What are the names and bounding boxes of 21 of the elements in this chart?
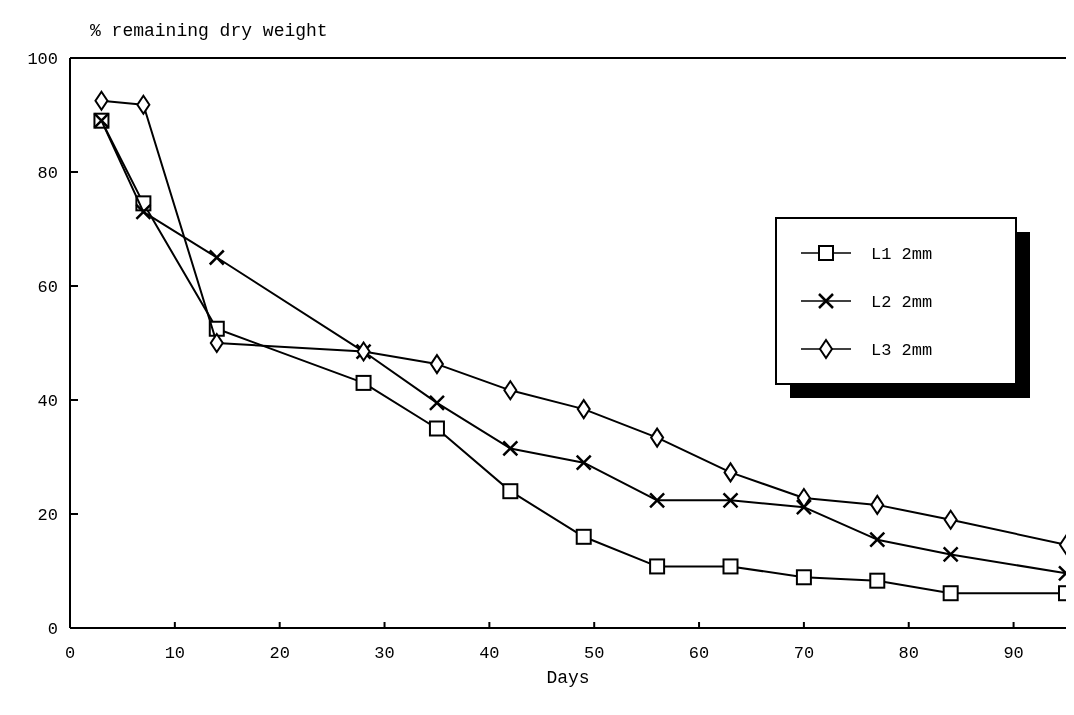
y-tick-label: 60 [37, 277, 58, 297]
y-tick-label: 40 [37, 391, 58, 411]
x-tick-label: 90 [1003, 644, 1024, 663]
x-tick-label: 60 [688, 644, 710, 663]
x-tick-label: 80 [898, 644, 919, 663]
x-tick-label: 0 [64, 644, 76, 663]
y-tick-label: 80 [37, 163, 58, 183]
y-axis-title: % remaining dry weight [90, 21, 328, 41]
x-tick-label: 50 [584, 644, 605, 663]
x-axis-title: Days [546, 668, 590, 688]
x-tick-label: 70 [793, 644, 815, 663]
y-tick-label: 100 [27, 49, 58, 69]
legend-label: L3 2mm [871, 340, 933, 360]
y-tick-label: 20 [37, 505, 58, 525]
x-tick-label: 30 [374, 644, 395, 663]
legend-label: L2 2mm [871, 292, 933, 312]
legend-label: L1 2mm [871, 244, 933, 264]
x-tick-label: 20 [269, 644, 290, 663]
x-tick-label: 10 [164, 644, 186, 663]
y-tick-label: 0 [47, 619, 58, 639]
x-tick-label: 40 [479, 644, 500, 663]
